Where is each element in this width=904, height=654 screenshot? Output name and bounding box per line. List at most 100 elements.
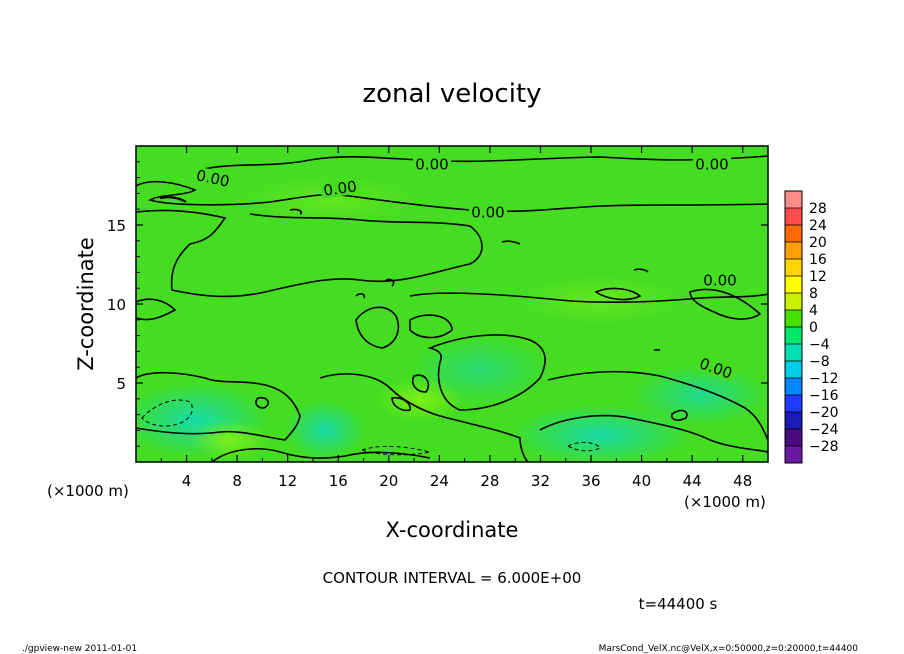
x-tick-label: 32	[531, 472, 550, 490]
x-tick-label: 44	[683, 472, 702, 490]
y-axis-label: Z-coordinate	[74, 237, 98, 371]
x-tick-label: 12	[278, 472, 297, 490]
x-tick-label: 8	[232, 472, 242, 490]
colorbar-swatch	[785, 395, 802, 413]
contour-label: 0.00	[415, 156, 448, 174]
colorbar-label: 24	[809, 218, 827, 234]
contour-line	[136, 209, 483, 298]
contour-line	[409, 314, 453, 339]
contour-line	[689, 288, 762, 320]
colorbar-swatch	[785, 276, 802, 294]
contour-interval: CONTOUR INTERVAL = 6.000E+00	[323, 569, 582, 587]
contour-line	[594, 287, 642, 301]
contour-line	[501, 240, 521, 245]
footer-left: ./gpview-new 2011-01-01	[22, 644, 137, 654]
x-tick-label: 48	[733, 472, 752, 490]
negative-contour-line	[566, 441, 601, 452]
colorbar-label: 20	[809, 235, 827, 251]
x-tick-label: 24	[430, 472, 449, 490]
x-tick-label: 36	[581, 472, 600, 490]
colorbar-swatch	[785, 259, 802, 277]
contour-label-bg	[192, 166, 234, 190]
colorbar-swatch	[785, 208, 802, 226]
y-axis: 5 10 15	[107, 161, 768, 447]
contour-line	[547, 370, 768, 441]
contour-label-bg	[468, 204, 508, 220]
colorbar-label: −24	[809, 422, 839, 438]
contour-label: 0.00	[695, 156, 728, 174]
contour-line	[319, 373, 529, 462]
colorbar-swatch	[785, 310, 802, 328]
colorbar-swatch	[785, 378, 802, 396]
colorbar-label: 16	[809, 252, 827, 268]
colorbar-label: −16	[809, 388, 839, 404]
colorbar-label: −28	[809, 439, 839, 455]
contour-label-bg	[692, 156, 732, 172]
contour-label: 0.00	[703, 272, 736, 290]
contour-line	[159, 196, 187, 203]
contour-line	[539, 414, 768, 453]
x-tick-label: 40	[632, 472, 651, 490]
contour-label-bg	[319, 177, 361, 199]
y-tick-label: 5	[116, 375, 126, 393]
colorbar-label: −20	[809, 405, 839, 421]
contour-line	[355, 306, 400, 349]
negative-region	[510, 405, 690, 462]
x-tick-label: 20	[379, 472, 398, 490]
positive-region	[190, 420, 270, 460]
colorbar-swatch	[785, 327, 802, 345]
contour-line	[427, 334, 546, 411]
x-tick-label: 16	[329, 472, 348, 490]
contour-label-bg	[412, 156, 452, 172]
colorbar-label: 0	[809, 320, 818, 336]
x-unit-label-left: (×1000 m)	[47, 482, 129, 500]
contour-label-bg	[700, 272, 740, 288]
negative-region	[630, 365, 768, 425]
footer-right: MarsCond_VelX.nc@VelX,x=0:50000,z=0:2000…	[599, 644, 859, 654]
contour-label: 0.00	[471, 204, 504, 222]
contour-line	[411, 374, 430, 393]
x-axis-label: X-coordinate	[386, 518, 519, 542]
contour-line	[136, 298, 177, 321]
contour-line	[385, 278, 395, 287]
x-tick-label: 28	[480, 472, 499, 490]
colorbar-swatch	[785, 429, 802, 447]
chart-title: zonal velocity	[362, 79, 541, 109]
colorbar-label: 12	[809, 269, 827, 285]
contour-line	[355, 293, 366, 299]
colorbar-label: −4	[809, 337, 830, 353]
colorbar-label: 28	[809, 201, 827, 217]
colorbar-swatch	[785, 293, 802, 311]
contour-line	[289, 208, 303, 215]
contour-label: 0.00	[322, 177, 358, 199]
colorbar-swatch	[785, 191, 802, 209]
positive-region	[375, 378, 465, 422]
contour-line	[670, 409, 688, 421]
contour-lines	[136, 155, 768, 462]
negative-contours	[141, 399, 601, 456]
positive-region	[520, 275, 680, 325]
colorbar-swatch	[785, 361, 802, 379]
colorbar-label: −8	[809, 354, 830, 370]
contour-line	[391, 396, 412, 412]
colorbar-label: 4	[809, 303, 818, 319]
plot-field: 0.000.00 0.000.000.000.000.00	[136, 146, 768, 462]
x-unit-label-right: (×1000 m)	[684, 493, 766, 511]
colorbar-swatch	[785, 446, 802, 464]
colorbar-swatch	[785, 225, 802, 243]
positive-region	[240, 175, 420, 225]
contour-line	[255, 396, 270, 409]
colorbar-swatch	[785, 412, 802, 430]
field-shading	[136, 175, 768, 462]
y-tick-label: 10	[107, 296, 126, 314]
contour-line	[633, 268, 649, 273]
colorbar-swatch	[785, 242, 802, 260]
contour-line	[409, 292, 768, 303]
negative-contour-line	[141, 399, 193, 427]
contour-label-bg	[695, 353, 737, 383]
contour-line	[211, 448, 431, 462]
colorbar-swatch	[785, 344, 802, 362]
x-tick-label: 4	[182, 472, 192, 490]
y-tick-label: 15	[107, 217, 126, 235]
